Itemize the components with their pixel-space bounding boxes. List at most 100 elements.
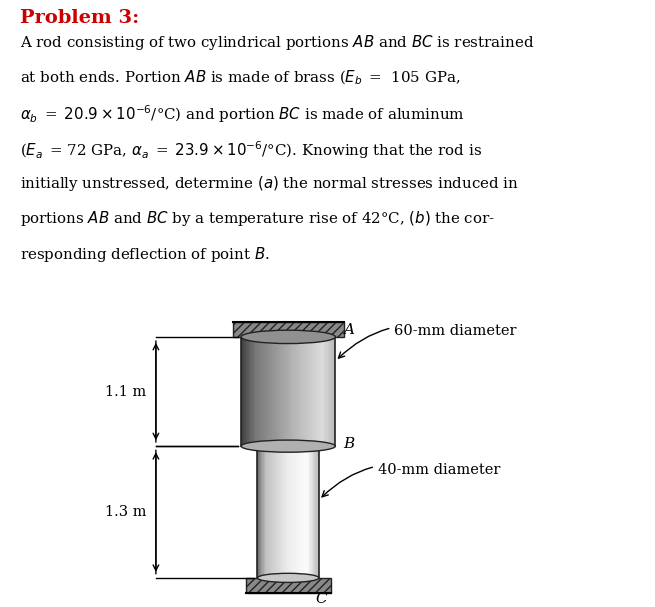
Bar [287,337,288,446]
Bar [291,337,293,446]
Bar [244,337,246,446]
Bar [307,337,309,446]
Text: responding deflection of point $B$.: responding deflection of point $B$. [20,245,269,263]
Bar [332,337,334,446]
Bar [312,337,313,446]
Bar [334,337,335,446]
Bar [295,446,297,578]
Bar [304,337,305,446]
Text: initially unstressed, determine $(a)$ the normal stresses induced in: initially unstressed, determine $(a)$ th… [20,174,519,193]
Bar [302,446,303,578]
Bar [258,337,260,446]
Text: 1.3 m: 1.3 m [105,505,146,519]
Bar [260,446,261,578]
Bar [310,446,312,578]
Bar [249,337,250,446]
Bar [273,446,274,578]
Bar [295,337,296,446]
Bar [277,446,278,578]
Bar [299,446,301,578]
Bar [307,446,308,578]
Bar [305,446,307,578]
Bar [301,446,302,578]
Bar [246,337,248,446]
Bar [309,337,310,446]
Bar [257,446,319,578]
Bar [316,446,318,578]
Text: 40-mm diameter: 40-mm diameter [322,463,500,497]
Text: 1.1 m: 1.1 m [105,384,146,399]
Bar [326,337,328,446]
Bar [314,446,315,578]
Bar [304,446,305,578]
Bar [271,446,272,578]
Bar [301,337,303,446]
Bar [290,337,291,446]
Bar [261,337,263,446]
Bar [284,446,286,578]
Bar [269,337,271,446]
Bar [266,337,268,446]
Bar [308,446,309,578]
Ellipse shape [241,440,335,452]
Bar [248,337,249,446]
Bar [285,337,287,446]
Bar [233,322,344,337]
Bar [312,446,313,578]
Bar [280,446,281,578]
Bar [277,337,279,446]
Bar [260,337,261,446]
Bar [315,446,316,578]
Bar [287,446,288,578]
Bar [268,337,269,446]
Bar [252,337,253,446]
Bar [281,446,282,578]
Bar [250,337,252,446]
Bar [274,446,276,578]
Bar [263,337,265,446]
Bar [290,446,291,578]
Bar [284,337,285,446]
Bar [313,446,314,578]
Bar [242,337,244,446]
Bar [282,446,283,578]
Bar [261,446,263,578]
Bar [279,337,280,446]
Bar [328,337,329,446]
Bar [323,337,324,446]
Bar [318,446,319,578]
Bar [303,337,304,446]
Bar [271,337,272,446]
Bar [257,337,258,446]
Bar [274,337,276,446]
Text: Problem 3:: Problem 3: [20,9,139,27]
Bar [324,337,326,446]
Bar [259,446,260,578]
Bar [305,337,307,446]
Bar [298,446,299,578]
Ellipse shape [257,573,319,583]
Bar [276,446,277,578]
Bar [276,337,277,446]
Bar [315,337,316,446]
Text: B: B [343,437,354,452]
Bar [282,337,284,446]
Bar [269,446,270,578]
Bar [265,446,266,578]
Bar [241,337,335,446]
Bar [288,337,290,446]
Text: C: C [316,592,328,606]
Bar [313,337,315,446]
Bar [297,446,298,578]
Bar [263,446,265,578]
Text: ($E_a\,$ = 72 GPa, $\alpha_a\,$ = $\,23.9 \times 10^{-6}$/°C). Knowing that the : ($E_a\,$ = 72 GPa, $\alpha_a\,$ = $\,23.… [20,139,481,161]
Bar [272,337,274,446]
Bar [294,446,295,578]
Text: $\alpha_b\,$ = $\,20.9 \times 10^{-6}$/°C) and portion $BC$ is made of aluminum: $\alpha_b\,$ = $\,20.9 \times 10^{-6}$/°… [20,104,464,126]
Bar [303,446,304,578]
Ellipse shape [241,330,335,344]
Bar [280,337,282,446]
Bar [320,337,321,446]
Bar [318,337,320,446]
Bar [291,446,292,578]
